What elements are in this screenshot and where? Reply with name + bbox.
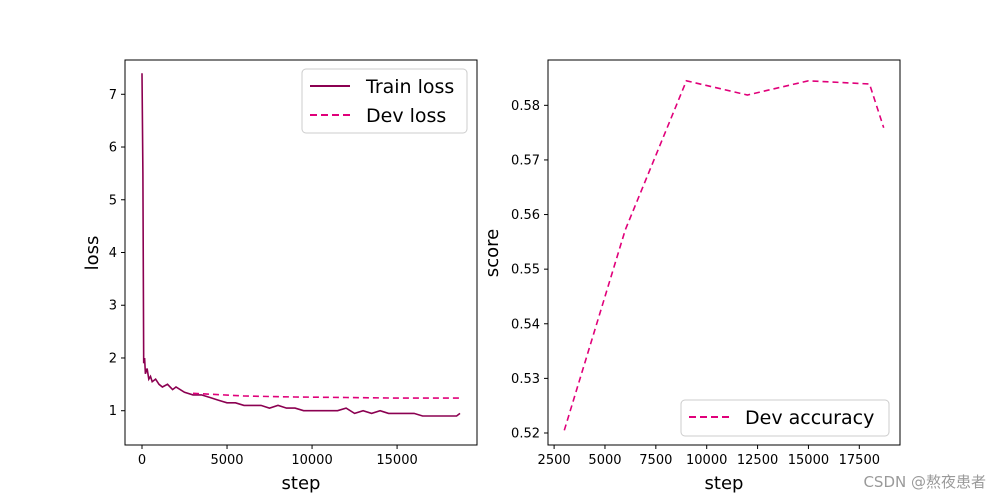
loss-x-axis-label: step — [282, 473, 321, 494]
score-x-tick-label: 12500 — [737, 453, 778, 468]
score-legend-box — [680, 399, 890, 437]
score-ticks-group: 2500 5000 7500 10000 12500 15000 17500 0.52 0.53… — [511, 99, 880, 468]
loss-series-group — [141, 73, 461, 417]
loss-y-tick-label: 4 — [109, 246, 117, 261]
score-x-tick-label: 7500 — [639, 453, 672, 468]
loss-ticks-group: 0 5000 10000 15000 1 2 3 4 5 6 7 — [109, 88, 418, 468]
score-plot-panel: 2500 5000 7500 10000 12500 15000 17500 0.52 0.53… — [482, 59, 901, 494]
score-y-tick-label: 0.57 — [511, 153, 540, 168]
score-y-axis-label: score — [482, 229, 503, 277]
loss-plot-panel: 0 5000 10000 15000 1 2 3 4 5 6 7 step loss Train l… — [82, 59, 478, 494]
dev-loss-legend-label: Dev loss — [366, 105, 446, 127]
loss-y-tick-label: 2 — [109, 351, 117, 366]
loss-x-tick-label: 0 — [138, 453, 146, 468]
score-y-tick-label: 0.56 — [511, 208, 540, 223]
loss-series-line-0 — [141, 73, 461, 417]
score-y-tick-label: 0.52 — [511, 426, 540, 441]
loss-x-tick-label: 10000 — [291, 453, 332, 468]
score-y-tick-label: 0.58 — [511, 99, 540, 114]
score-y-tick-label: 0.53 — [511, 372, 540, 387]
score-legend: Dev accuracy — [680, 399, 890, 437]
loss-x-tick-label: 5000 — [210, 453, 243, 468]
loss-y-tick-label: 3 — [109, 299, 117, 314]
loss-x-tick-label: 15000 — [376, 453, 417, 468]
score-x-tick-label: 17500 — [839, 453, 880, 468]
score-plot-frame — [547, 59, 901, 446]
loss-y-tick-label: 7 — [109, 88, 117, 103]
score-series-group — [563, 79, 885, 431]
loss-y-tick-label: 5 — [109, 193, 117, 208]
score-y-tick-label: 0.54 — [511, 317, 540, 332]
dev-accuracy-legend-label: Dev accuracy — [745, 407, 874, 429]
loss-y-tick-label: 1 — [109, 404, 117, 419]
score-series-line-0 — [563, 79, 885, 431]
score-x-tick-label: 2500 — [538, 453, 571, 468]
loss-legend: Train loss Dev loss — [301, 68, 468, 134]
score-y-tick-label: 0.55 — [511, 263, 540, 278]
score-x-tick-label: 15000 — [788, 453, 829, 468]
score-x-tick-label: 10000 — [686, 453, 727, 468]
loss-series-line-1 — [192, 392, 460, 399]
score-x-axis-label: step — [705, 473, 744, 494]
loss-y-tick-label: 6 — [109, 141, 117, 156]
watermark: CSDN @熬夜患者 — [863, 473, 986, 491]
score-x-tick-label: 5000 — [588, 453, 621, 468]
train-loss-legend-label: Train loss — [365, 76, 454, 98]
loss-y-axis-label: loss — [82, 236, 103, 271]
